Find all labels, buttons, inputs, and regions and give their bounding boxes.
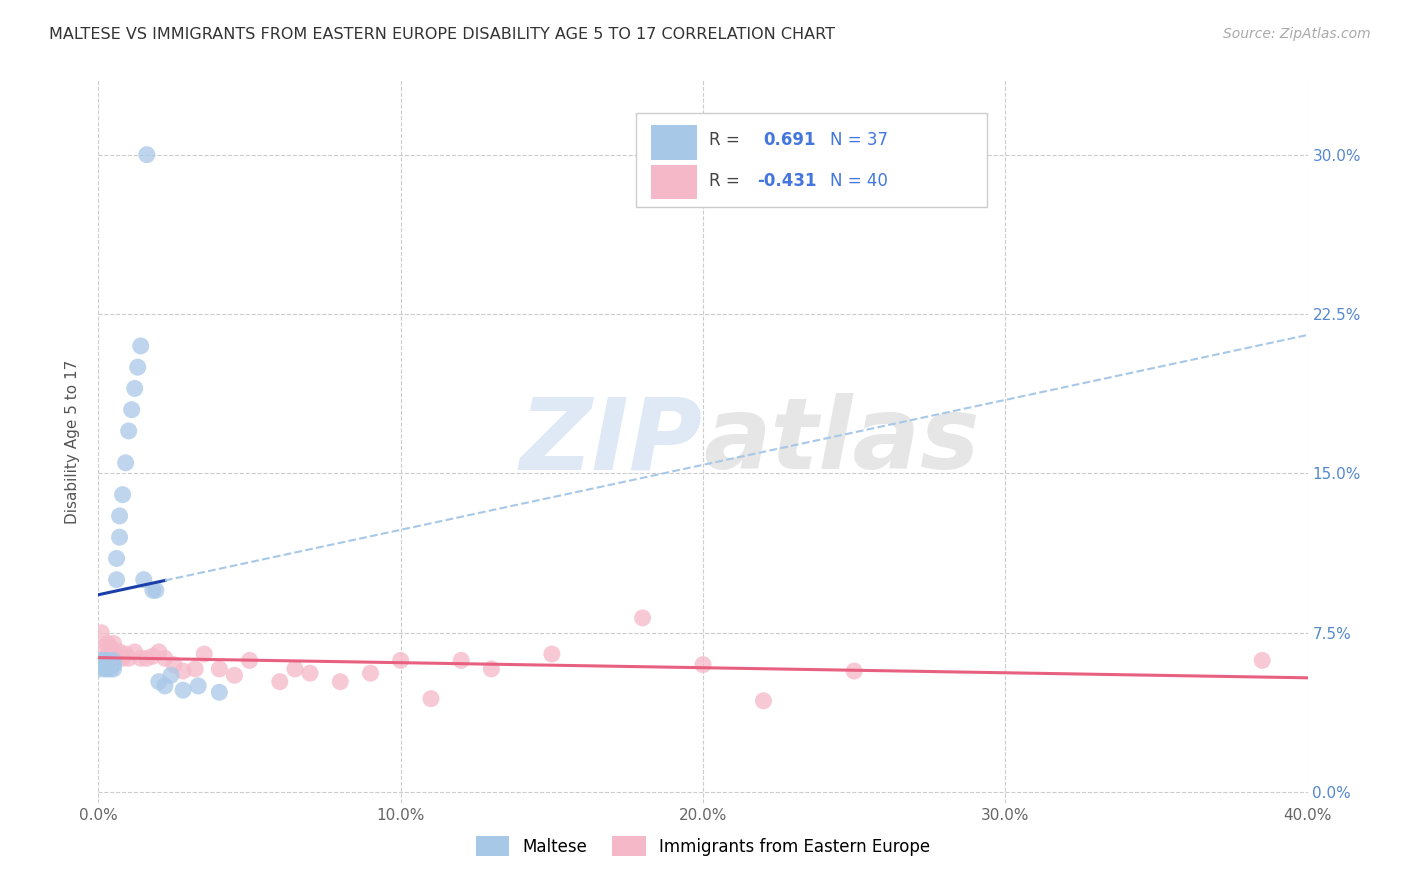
Point xyxy=(208,685,231,699)
Point xyxy=(90,625,112,640)
Point xyxy=(420,691,443,706)
FancyBboxPatch shape xyxy=(637,112,987,207)
Text: N = 37: N = 37 xyxy=(830,131,889,149)
Point xyxy=(1251,653,1274,667)
Point xyxy=(142,583,165,598)
Point xyxy=(100,657,122,672)
Point xyxy=(121,402,143,417)
Point xyxy=(105,651,128,665)
Point xyxy=(94,657,117,672)
Point xyxy=(450,653,472,667)
Point xyxy=(118,651,141,665)
Point xyxy=(124,381,146,395)
Point xyxy=(208,662,231,676)
Point xyxy=(93,662,115,676)
Point xyxy=(481,662,503,676)
Point xyxy=(96,636,118,650)
Point xyxy=(100,640,122,655)
Point xyxy=(148,645,170,659)
Point xyxy=(103,636,125,650)
Point xyxy=(163,657,186,672)
Point xyxy=(752,694,775,708)
Point xyxy=(269,674,291,689)
Point xyxy=(160,668,183,682)
Point xyxy=(135,147,157,161)
Point xyxy=(224,668,246,682)
Point xyxy=(100,662,122,676)
Point xyxy=(90,657,112,672)
Text: N = 40: N = 40 xyxy=(830,172,887,190)
Text: MALTESE VS IMMIGRANTS FROM EASTERN EUROPE DISABILITY AGE 5 TO 17 CORRELATION CHA: MALTESE VS IMMIGRANTS FROM EASTERN EUROP… xyxy=(49,27,835,42)
Point xyxy=(103,647,125,661)
Point xyxy=(118,424,141,438)
Point xyxy=(135,651,157,665)
Text: 0.691: 0.691 xyxy=(763,131,815,149)
Point xyxy=(389,653,412,667)
Point xyxy=(89,662,111,676)
FancyBboxPatch shape xyxy=(651,125,697,160)
Point xyxy=(631,611,654,625)
Point xyxy=(127,360,149,375)
Point xyxy=(108,530,131,544)
Text: Source: ZipAtlas.com: Source: ZipAtlas.com xyxy=(1223,27,1371,41)
Point xyxy=(96,662,118,676)
Point xyxy=(172,664,194,678)
Point xyxy=(93,640,115,655)
Point xyxy=(540,647,562,661)
Point xyxy=(91,657,114,672)
Point xyxy=(108,508,131,523)
Point xyxy=(111,488,134,502)
Point xyxy=(111,651,134,665)
Point xyxy=(108,645,131,659)
Point xyxy=(239,653,262,667)
Point xyxy=(184,662,207,676)
Text: R =: R = xyxy=(709,172,740,190)
Point xyxy=(142,649,165,664)
Text: -0.431: -0.431 xyxy=(758,172,817,190)
Point xyxy=(103,653,125,667)
Point xyxy=(93,653,115,667)
Point xyxy=(132,573,155,587)
Point xyxy=(96,653,118,667)
Point xyxy=(103,657,125,672)
Point xyxy=(172,683,194,698)
FancyBboxPatch shape xyxy=(651,165,697,200)
Point xyxy=(284,662,307,676)
Point xyxy=(692,657,714,672)
Point xyxy=(360,666,382,681)
Point xyxy=(187,679,209,693)
Point xyxy=(114,456,136,470)
Point xyxy=(844,664,866,678)
Text: ZIP: ZIP xyxy=(520,393,703,490)
Point xyxy=(153,679,176,693)
Point xyxy=(129,339,152,353)
Point xyxy=(129,651,152,665)
Point xyxy=(299,666,322,681)
Point xyxy=(105,551,128,566)
Point xyxy=(96,647,118,661)
Point xyxy=(153,651,176,665)
Legend: Maltese, Immigrants from Eastern Europe: Maltese, Immigrants from Eastern Europe xyxy=(470,830,936,863)
Point xyxy=(124,645,146,659)
Y-axis label: Disability Age 5 to 17: Disability Age 5 to 17 xyxy=(65,359,80,524)
Point xyxy=(148,674,170,689)
Point xyxy=(105,573,128,587)
Point xyxy=(145,583,167,598)
Text: atlas: atlas xyxy=(703,393,980,490)
Point xyxy=(100,657,122,672)
Text: R =: R = xyxy=(709,131,740,149)
Point xyxy=(114,647,136,661)
Point xyxy=(329,674,352,689)
Point xyxy=(193,647,215,661)
Point xyxy=(90,653,112,667)
Point xyxy=(96,657,118,672)
Point xyxy=(103,662,125,676)
